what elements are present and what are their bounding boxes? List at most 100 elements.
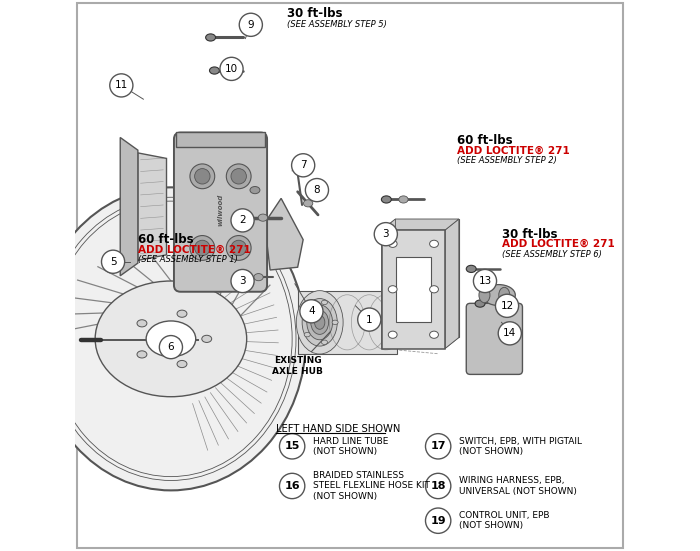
Text: 12: 12 <box>500 301 514 311</box>
Ellipse shape <box>304 332 310 337</box>
Text: 11: 11 <box>115 80 128 90</box>
Polygon shape <box>382 219 395 349</box>
Circle shape <box>473 269 496 293</box>
Polygon shape <box>138 153 167 261</box>
Text: wilwood: wilwood <box>218 193 223 225</box>
Circle shape <box>239 13 262 36</box>
Ellipse shape <box>137 320 147 327</box>
Ellipse shape <box>226 236 251 260</box>
Text: 10: 10 <box>225 64 238 74</box>
Ellipse shape <box>231 169 246 184</box>
Ellipse shape <box>482 284 515 305</box>
Text: HARD LINE TUBE
(NOT SHOWN): HARD LINE TUBE (NOT SHOWN) <box>313 436 389 456</box>
Circle shape <box>279 434 304 459</box>
Text: 14: 14 <box>503 328 517 338</box>
Ellipse shape <box>466 265 476 272</box>
Text: WIRING HARNESS, EPB,
UNIVERSAL (NOT SHOWN): WIRING HARNESS, EPB, UNIVERSAL (NOT SHOW… <box>459 476 577 496</box>
Ellipse shape <box>382 196 391 203</box>
Text: 8: 8 <box>314 185 321 195</box>
Polygon shape <box>382 230 445 349</box>
Text: 7: 7 <box>300 160 307 170</box>
FancyArrow shape <box>391 317 441 327</box>
Ellipse shape <box>475 300 485 307</box>
Ellipse shape <box>258 214 267 221</box>
Circle shape <box>374 223 398 246</box>
Ellipse shape <box>296 291 343 354</box>
Polygon shape <box>445 219 458 349</box>
Ellipse shape <box>226 164 251 188</box>
Ellipse shape <box>399 196 408 203</box>
Text: LEFT HAND SIDE SHOWN: LEFT HAND SIDE SHOWN <box>276 424 400 434</box>
Text: 4: 4 <box>308 306 315 316</box>
Polygon shape <box>395 219 458 337</box>
Polygon shape <box>382 337 458 349</box>
Ellipse shape <box>177 360 187 368</box>
Text: 13: 13 <box>478 276 491 286</box>
Polygon shape <box>120 137 138 276</box>
Ellipse shape <box>195 240 210 256</box>
Text: 6: 6 <box>167 342 174 352</box>
Text: (SEE ASSEMBLY STEP 6): (SEE ASSEMBLY STEP 6) <box>501 250 601 258</box>
Text: BRAIDED STAINLESS
STEEL FLEXLINE HOSE KIT
(NOT SHOWN): BRAIDED STAINLESS STEEL FLEXLINE HOSE KI… <box>313 471 430 501</box>
FancyArrow shape <box>298 291 397 354</box>
Circle shape <box>498 322 522 345</box>
Circle shape <box>300 300 323 323</box>
Text: 3: 3 <box>239 276 246 286</box>
FancyArrow shape <box>391 312 441 333</box>
Text: 2: 2 <box>239 215 246 225</box>
Polygon shape <box>382 219 458 230</box>
Ellipse shape <box>202 335 211 343</box>
Circle shape <box>279 473 304 499</box>
Polygon shape <box>265 198 303 270</box>
Text: 1: 1 <box>366 315 372 325</box>
Polygon shape <box>396 257 430 322</box>
Text: 60 ft-lbs: 60 ft-lbs <box>457 134 513 147</box>
Circle shape <box>292 154 315 177</box>
Circle shape <box>305 179 328 202</box>
Ellipse shape <box>430 286 438 293</box>
Ellipse shape <box>389 240 397 247</box>
Ellipse shape <box>332 320 338 325</box>
Text: 18: 18 <box>430 481 446 491</box>
Ellipse shape <box>209 67 219 74</box>
Circle shape <box>426 508 451 533</box>
Ellipse shape <box>430 331 438 338</box>
Circle shape <box>496 294 519 317</box>
Circle shape <box>231 209 254 232</box>
Ellipse shape <box>321 340 328 344</box>
Ellipse shape <box>303 200 313 207</box>
Ellipse shape <box>302 299 337 346</box>
Ellipse shape <box>479 288 490 303</box>
Text: 19: 19 <box>430 516 446 526</box>
Text: ADD LOCTITE® 271: ADD LOCTITE® 271 <box>138 245 251 255</box>
Circle shape <box>426 434 451 459</box>
Circle shape <box>358 308 381 331</box>
Text: 5: 5 <box>110 257 116 267</box>
FancyBboxPatch shape <box>466 303 522 375</box>
Ellipse shape <box>250 186 260 194</box>
Ellipse shape <box>254 274 263 281</box>
Text: 9: 9 <box>248 20 254 30</box>
Text: (SEE ASSEMBLY STEP 2): (SEE ASSEMBLY STEP 2) <box>457 156 557 165</box>
Ellipse shape <box>231 240 246 256</box>
Ellipse shape <box>239 214 248 221</box>
Bar <box>176 132 265 147</box>
Text: EXISTING
AXLE HUB: EXISTING AXLE HUB <box>272 332 330 376</box>
Circle shape <box>220 57 243 80</box>
Text: ADD LOCTITE® 271: ADD LOCTITE® 271 <box>501 239 615 249</box>
Text: (SEE ASSEMBLY STEP 1): (SEE ASSEMBLY STEP 1) <box>138 255 238 264</box>
Ellipse shape <box>389 286 397 293</box>
Text: CONTROL UNIT, EPB
(NOT SHOWN): CONTROL UNIT, EPB (NOT SHOWN) <box>459 511 550 531</box>
Ellipse shape <box>190 236 215 260</box>
Text: ADD LOCTITE® 271: ADD LOCTITE® 271 <box>457 145 570 155</box>
Ellipse shape <box>190 164 215 188</box>
Circle shape <box>110 74 133 97</box>
Ellipse shape <box>137 351 147 358</box>
Ellipse shape <box>177 310 187 317</box>
Ellipse shape <box>311 310 328 334</box>
FancyBboxPatch shape <box>174 132 267 292</box>
Circle shape <box>231 269 254 293</box>
Ellipse shape <box>430 240 438 247</box>
Circle shape <box>160 336 183 359</box>
Text: 60 ft-lbs: 60 ft-lbs <box>138 233 193 246</box>
